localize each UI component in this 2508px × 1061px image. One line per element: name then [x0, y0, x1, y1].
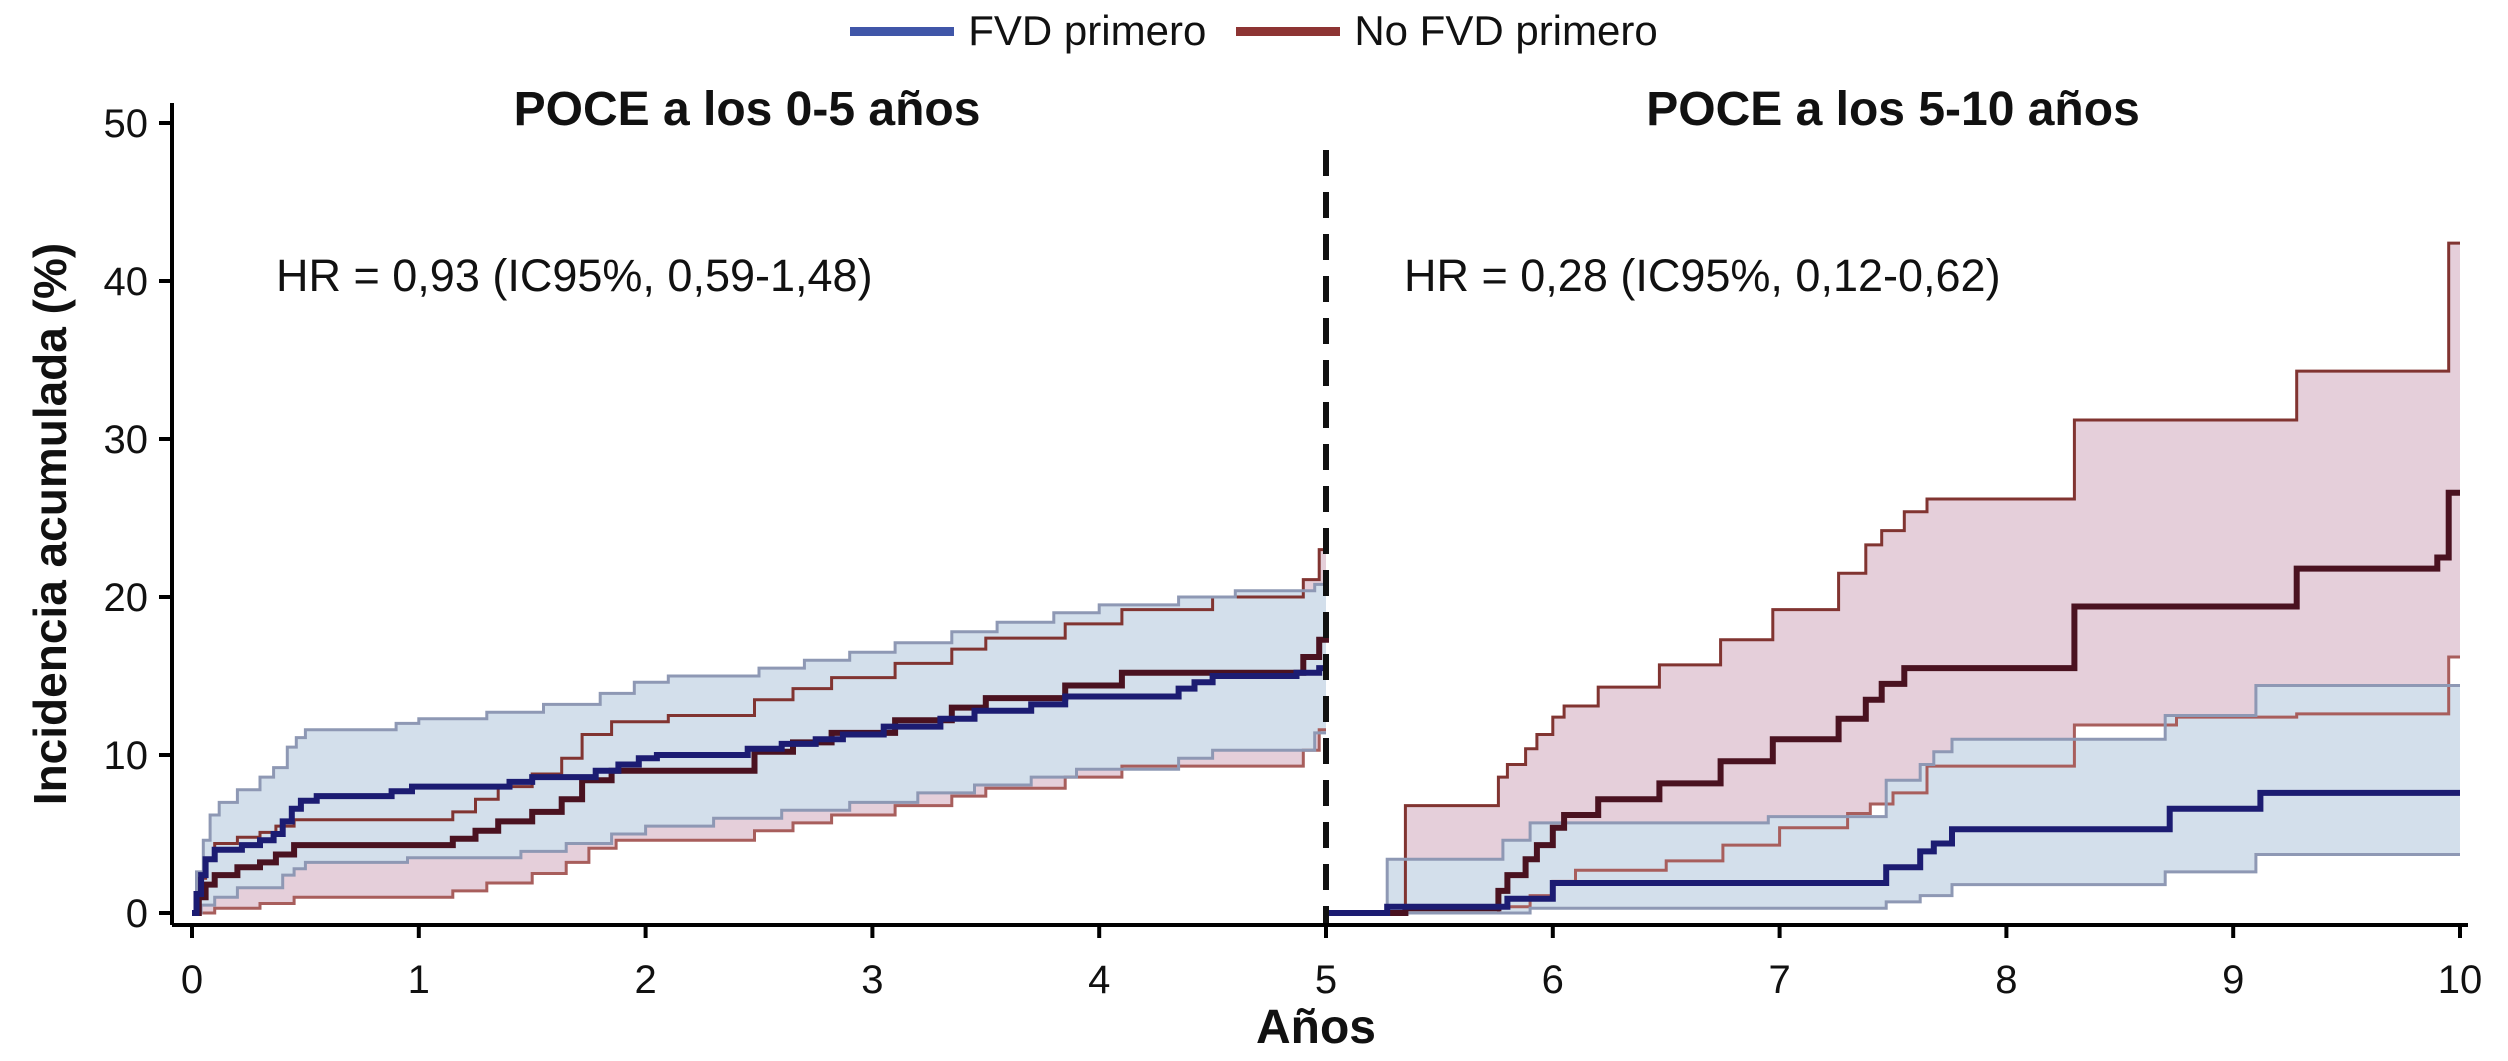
panel-title-5-10: POCE a los 5-10 años: [1646, 83, 2140, 136]
x-tick-label: 10: [2438, 958, 2483, 1002]
panel-title-0-5: POCE a los 0-5 años: [513, 83, 981, 136]
y-tick-label: 50: [104, 102, 149, 146]
x-tick-label: 7: [1768, 958, 1790, 1002]
x-tick-label: 1: [408, 958, 430, 1002]
x-tick-label: 3: [861, 958, 883, 1002]
curve-no-fvd-primero-panel0: [192, 636, 1329, 916]
y-tick-label: 0: [126, 892, 148, 936]
ci-lower-edge-panel0: [192, 731, 1326, 915]
y-tick-label: 10: [104, 734, 149, 778]
x-tick-label: 4: [1088, 958, 1110, 1002]
hr-annotation-right: HR = 0,28 (IC95%, 0,12-0,62): [1404, 250, 2001, 301]
ci-upper-edge-panel0: [192, 582, 1326, 915]
curve-no-fvd-primero-panel1: [1326, 489, 2460, 916]
x-tick-label: 2: [634, 958, 656, 1002]
y-tick-label: 40: [104, 260, 149, 304]
ci-upper-edge-panel1: [1326, 241, 2460, 915]
y-tick-label: 30: [104, 418, 149, 462]
ci-upper-edge-panel1: [1326, 684, 2460, 915]
legend-line-swatch-blue: [850, 26, 955, 36]
chart-legend: FVD primero No FVD primero: [0, 7, 2508, 54]
ci-band-no-fvd-primero-panel1: [1326, 243, 2460, 914]
x-tick-label: 6: [1542, 958, 1564, 1002]
legend-label: No FVD primero: [1354, 7, 1658, 54]
x-tick-label: 9: [2222, 958, 2244, 1002]
x-tick-label: 8: [1995, 958, 2017, 1002]
ci-lower-edge-panel0: [192, 728, 1326, 915]
legend-item-no-fvd-primero: No FVD primero: [1236, 7, 1658, 54]
hr-annotation-left: HR = 0,93 (IC95%, 0,59-1,48): [276, 250, 873, 301]
y-tick-label: 20: [104, 576, 149, 620]
x-axis-label: Años: [1256, 1001, 1376, 1054]
ci-upper-edge-panel0: [192, 548, 1326, 915]
y-axis-label: Incidencia acumulada (%): [24, 242, 76, 806]
x-tick-label: 5: [1315, 958, 1337, 1002]
curve-fvd-primero-panel1: [1326, 789, 2460, 916]
ci-lower-edge-panel1: [1326, 853, 2460, 915]
legend-line-swatch-red: [1236, 26, 1341, 36]
legend-item-fvd-primero: FVD primero: [850, 7, 1207, 54]
legend-label: FVD primero: [968, 7, 1207, 54]
curve-fvd-primero-panel0: [192, 665, 1326, 916]
x-tick-label: 0: [181, 958, 203, 1002]
